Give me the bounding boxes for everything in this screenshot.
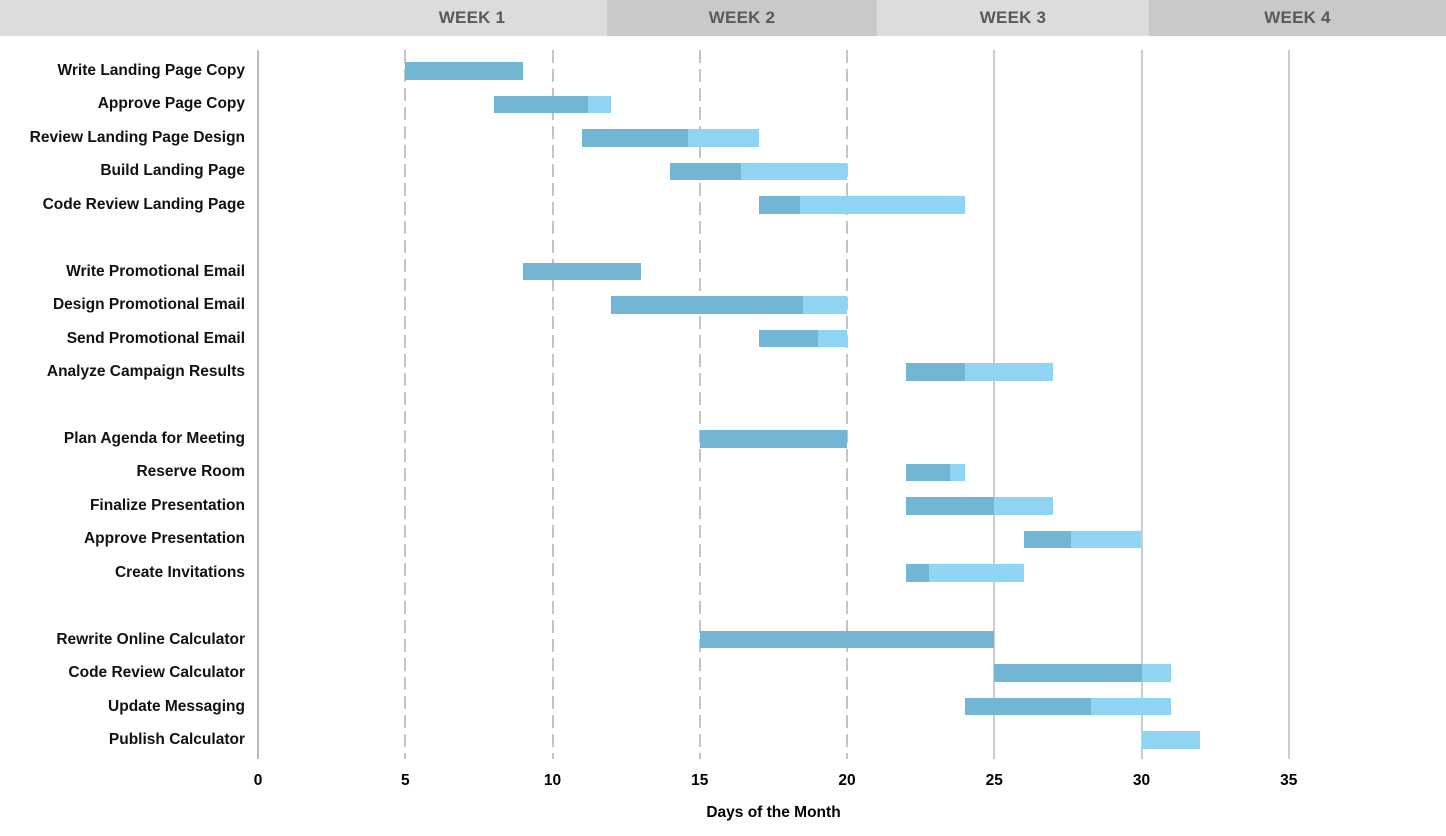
task-label: Write Promotional Email (66, 262, 245, 280)
task-label: Code Review Calculator (68, 664, 245, 682)
gantt-bar (758, 196, 965, 214)
gantt-bar (581, 129, 759, 147)
gantt-bar-completed-segment (905, 363, 965, 381)
task-label: Rewrite Online Calculator (56, 630, 245, 648)
gantt-bar (964, 697, 1171, 716)
week-band-label: WEEK 2 (607, 0, 877, 36)
gantt-bar (493, 95, 612, 114)
week-band-label: WEEK 1 (337, 0, 607, 36)
gantt-bar-completed-segment (611, 296, 803, 314)
gantt-bar (905, 497, 1054, 515)
x-tick-label: 5 (400, 772, 410, 789)
task-label: Build Landing Page (100, 162, 245, 180)
gridline-day-10 (551, 50, 554, 759)
gantt-bar (699, 430, 847, 448)
x-tick-label: 0 (253, 772, 263, 789)
gantt-bar-completed-segment (493, 95, 588, 114)
gantt-bar (994, 664, 1171, 682)
gridline-day-0 (257, 50, 259, 759)
gridline-day-25 (993, 50, 996, 759)
gridline-day-5 (404, 50, 407, 759)
x-tick-label: 35 (1280, 772, 1298, 789)
task-label: Review Landing Page Design (29, 128, 245, 146)
task-label: Analyze Campaign Results (46, 363, 245, 381)
gantt-bar-completed-segment (905, 497, 995, 515)
gantt-bar-completed-segment (964, 697, 1092, 716)
task-label: Code Review Landing Page (42, 195, 245, 213)
gantt-plot-area: Days of the Month 0 5 10 15 20 25 30 35 Write La… (0, 36, 1446, 836)
gantt-bar (699, 630, 995, 649)
x-tick-label: 20 (838, 772, 856, 789)
task-label: Plan Agenda for Meeting (63, 429, 245, 447)
task-label: Finalize Presentation (89, 496, 245, 514)
task-label: Create Invitations (114, 563, 245, 581)
gantt-bar (1141, 731, 1201, 749)
x-tick-label: 30 (1132, 772, 1151, 789)
gantt-bar-completed-segment (405, 62, 524, 80)
task-label: Design Promotional Email (52, 296, 245, 314)
gantt-bar (905, 564, 1024, 582)
week-band-label: WEEK 4 (1149, 0, 1446, 36)
x-axis-title: Days of the Month (706, 804, 841, 821)
gantt-bar-completed-segment (905, 564, 930, 582)
gridline-day-15 (698, 50, 701, 759)
task-label: Approve Page Copy (97, 95, 245, 113)
gantt-bar (405, 62, 524, 80)
gantt-bar-completed-segment (1023, 530, 1071, 549)
gantt-bar-completed-segment (994, 664, 1142, 682)
task-label: Approve Presentation (83, 530, 245, 548)
gantt-bar-completed-segment (523, 262, 641, 281)
gridline-day-35 (1287, 50, 1290, 759)
gantt-bar (611, 296, 847, 314)
gantt-bar (1023, 530, 1142, 549)
gridline-day-20 (846, 50, 848, 759)
gantt-bar (905, 463, 965, 482)
gantt-bar (670, 162, 847, 181)
week-header-banner: WEEK 1 WEEK 2 WEEK 3 WEEK 4 (0, 0, 1446, 36)
week-header-spacer (0, 0, 337, 36)
gantt-bar (758, 329, 847, 348)
gantt-bar-completed-segment (670, 162, 741, 181)
gridline-day-30 (1140, 50, 1143, 759)
x-tick-label: 10 (543, 772, 562, 789)
task-label: Update Messaging (108, 697, 245, 715)
task-label: Reserve Room (136, 463, 245, 481)
x-tick-label: 15 (691, 772, 709, 789)
gantt-bar-completed-segment (581, 129, 688, 147)
gantt-bar (523, 262, 641, 281)
gantt-bar-completed-segment (699, 630, 995, 649)
task-label: Write Landing Page Copy (57, 62, 245, 80)
gantt-bar-completed-segment (905, 463, 951, 482)
x-tick-label: 25 (985, 772, 1003, 789)
week-band-label: WEEK 3 (877, 0, 1149, 36)
gantt-bar-completed-segment (699, 430, 847, 448)
gantt-bar (905, 363, 1054, 381)
task-label: Publish Calculator (108, 731, 245, 749)
gantt-bar-completed-segment (758, 329, 818, 348)
task-label: Send Promotional Email (66, 329, 245, 347)
gantt-bar-completed-segment (758, 196, 800, 214)
